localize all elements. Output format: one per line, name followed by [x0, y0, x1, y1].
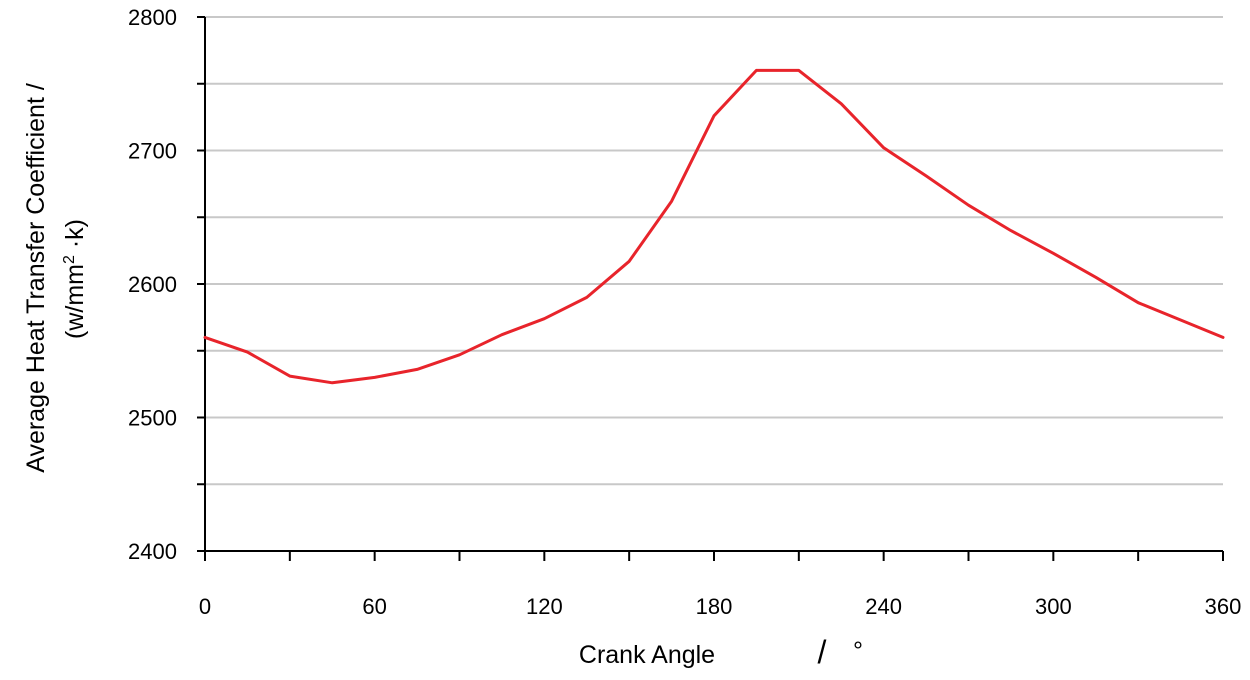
- y-tick-label: 2600: [128, 272, 177, 297]
- svg-text:(w/mm2 ·k): (w/mm2 ·k): [61, 219, 89, 339]
- x-tick-label: 360: [1205, 594, 1242, 619]
- x-tick-label: 180: [696, 594, 733, 619]
- axes: [197, 16, 1224, 561]
- y-axis-unit-superscript: 2: [61, 255, 78, 264]
- x-tick-label: 300: [1035, 594, 1072, 619]
- series-layer: [203, 68, 1225, 385]
- y-axis-title-line1: Average Heat Transfer Coefficient /: [22, 83, 50, 473]
- y-tick-label: 2800: [128, 5, 177, 30]
- x-axis-title-slash: /: [818, 634, 827, 670]
- y-tick-label: 2500: [128, 406, 177, 431]
- y-tick-label: 2400: [128, 539, 177, 564]
- y-axis-title: Average Heat Transfer Coefficient /: [22, 83, 50, 473]
- series-line: [203, 68, 1225, 385]
- x-tick-label: 0: [199, 594, 211, 619]
- x-tick-label: 240: [865, 594, 902, 619]
- x-tick-label: 60: [362, 594, 386, 619]
- x-axis-title-unit: °: [853, 637, 863, 665]
- grid-lines: [205, 16, 1223, 486]
- x-tick-label: 120: [526, 594, 563, 619]
- x-axis-title: Crank Angle: [579, 641, 715, 669]
- y-axis-unit-main: (w/mm: [61, 264, 89, 339]
- tick-labels: 2400 2500 2600 2700 2800 0 60 120 180 240 300 360: [128, 5, 1241, 619]
- y-tick-label: 2700: [128, 139, 177, 164]
- y-axis-unit-tail: ·k): [61, 219, 89, 255]
- y-axis-title-unit: (w/mm2 ·k): [61, 219, 89, 339]
